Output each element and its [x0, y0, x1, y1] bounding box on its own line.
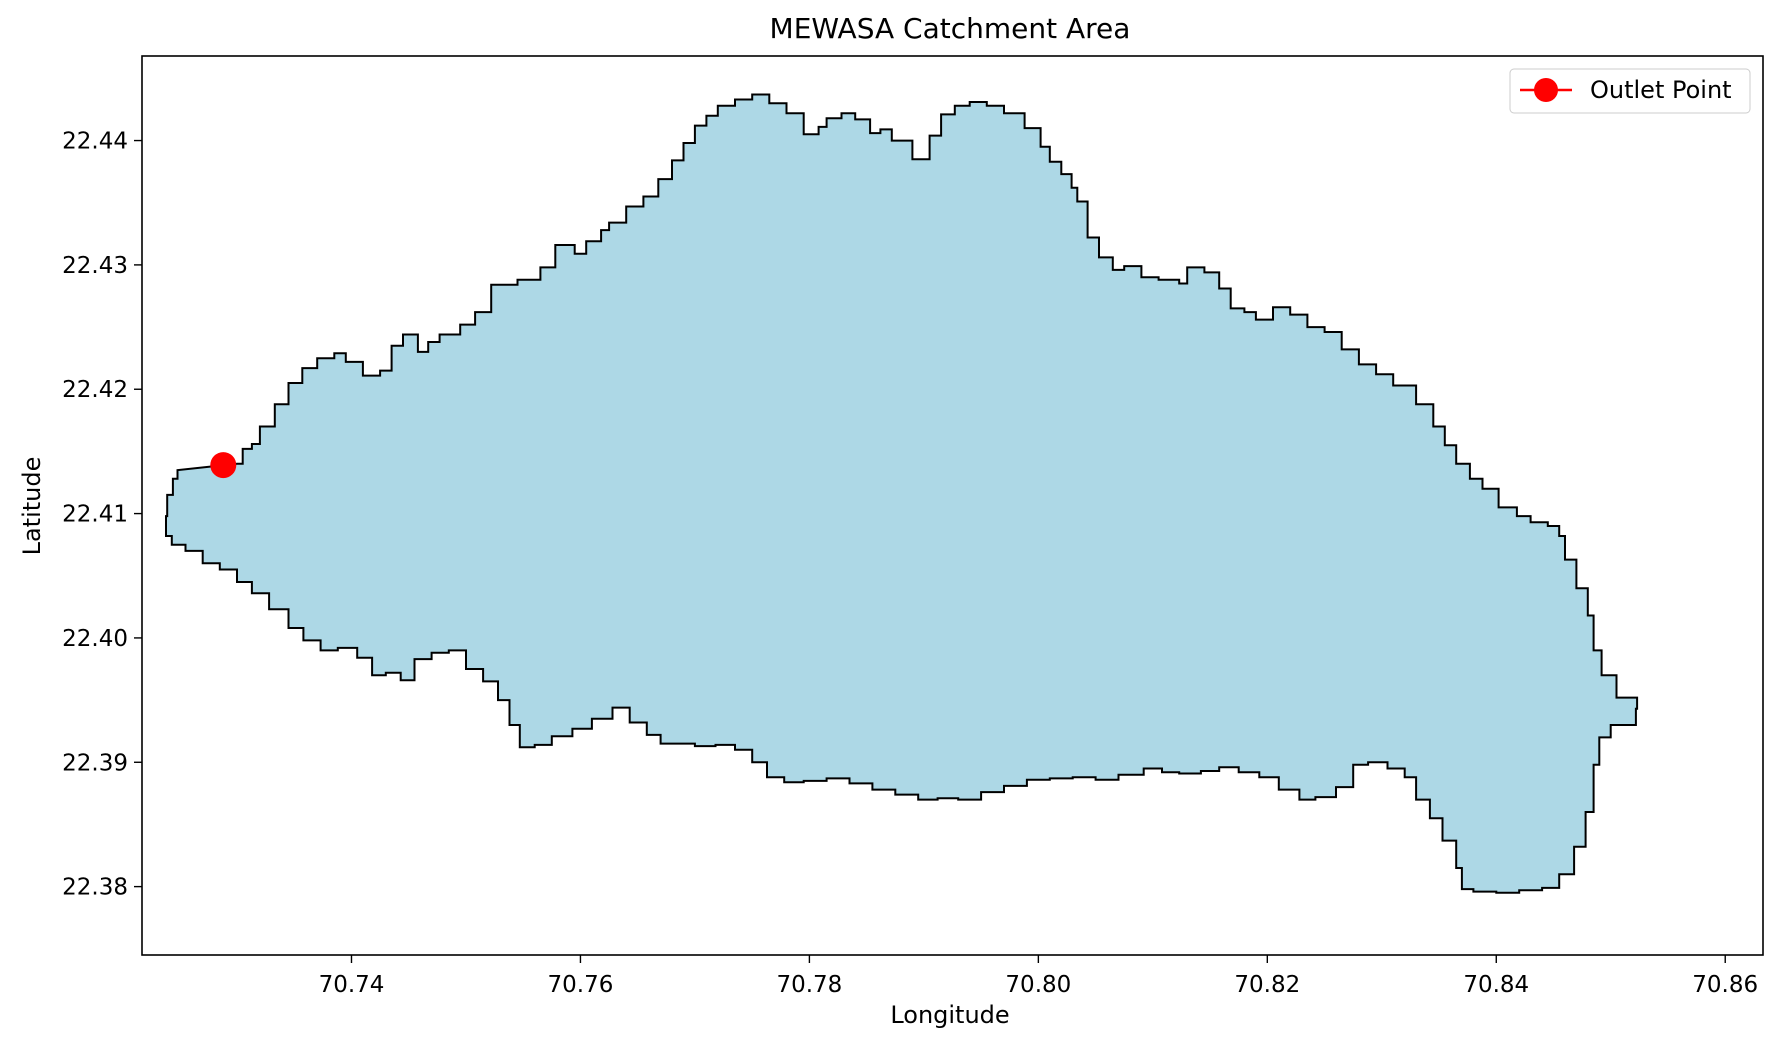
x-tick-label: 70.74 — [319, 972, 385, 998]
x-axis-label: Longitude — [890, 1001, 1009, 1029]
catchment-polygon — [165, 93, 1639, 894]
y-tick-label: 22.44 — [62, 129, 128, 155]
x-tick-label: 70.80 — [1005, 972, 1071, 998]
y-tick-label: 22.42 — [62, 377, 128, 403]
x-tick-label: 70.84 — [1463, 972, 1529, 998]
legend-frame — [1509, 68, 1751, 114]
axes-frame — [141, 55, 1764, 956]
y-tick-label: 22.38 — [62, 875, 128, 901]
legend: Outlet Point — [1509, 68, 1751, 114]
outlet-point-marker — [210, 452, 237, 479]
y-axis-label: Latitude — [18, 457, 46, 556]
legend-marker — [1534, 78, 1558, 102]
x-tick-label: 70.86 — [1692, 972, 1758, 998]
x-tick-label: 70.82 — [1234, 972, 1300, 998]
x-tick-label: 70.78 — [776, 972, 842, 998]
y-tick-label: 22.40 — [62, 626, 128, 652]
x-tick-label: 70.76 — [548, 972, 614, 998]
map-title: MEWASA Catchment Area — [770, 12, 1131, 45]
legend-label: Outlet Point — [1590, 76, 1732, 104]
y-tick-label: 22.43 — [62, 253, 128, 279]
y-tick-label: 22.39 — [62, 750, 128, 776]
y-tick-label: 22.41 — [62, 502, 128, 528]
